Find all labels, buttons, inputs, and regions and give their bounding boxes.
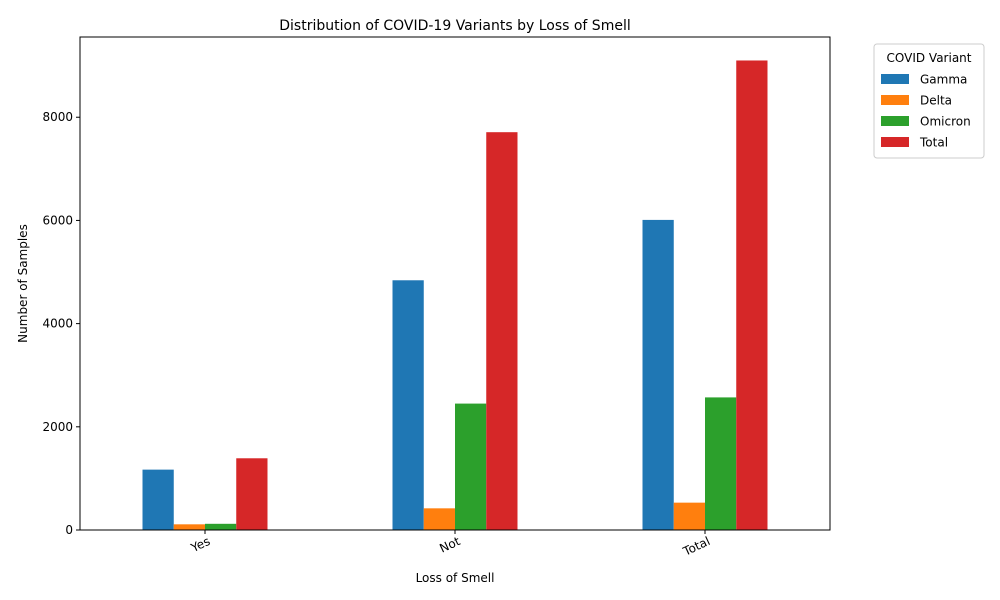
bar-omicron-total	[705, 397, 737, 530]
legend-swatch-omicron	[881, 116, 909, 126]
y-tick-label: 0	[65, 523, 73, 537]
legend-title: COVID Variant	[887, 51, 972, 65]
legend: COVID Variant Gamma Delta Omicron Total	[873, 43, 985, 159]
legend-label-delta: Delta	[920, 94, 952, 108]
bar-omicron-not	[455, 403, 487, 530]
x-tick-label: Not	[437, 534, 462, 556]
legend-label-omicron: Omicron	[920, 115, 971, 129]
x-tick-label: Yes	[188, 534, 212, 555]
x-tick-label: Total	[680, 534, 712, 559]
legend-label-gamma: Gamma	[920, 73, 967, 87]
bar-gamma-yes	[142, 469, 174, 530]
y-tick-label: 4000	[42, 317, 73, 331]
plot-frame	[79, 36, 831, 531]
bar-delta-total	[673, 502, 705, 530]
y-tick-label: 8000	[42, 110, 73, 124]
y-tick-label: 2000	[42, 420, 73, 434]
bar-delta-not	[423, 508, 455, 530]
legend-label-total: Total	[919, 136, 948, 150]
legend-box	[873, 43, 985, 159]
plot-area: 0 2000 4000 6000 8000 Yes Not Total	[42, 60, 768, 559]
bar-gamma-total	[642, 219, 674, 530]
bar-gamma-not	[392, 280, 424, 530]
legend-swatch-total	[881, 137, 909, 147]
bar-delta-yes	[173, 524, 205, 530]
bar-total-not	[486, 132, 518, 530]
bar-omicron-yes	[205, 523, 237, 530]
x-axis-label: Loss of Smell	[416, 571, 495, 585]
legend-swatch-delta	[881, 95, 909, 105]
bar-total-yes	[236, 458, 268, 530]
y-axis-label: Number of Samples	[16, 224, 30, 343]
bar-total-total	[736, 60, 768, 530]
chart-title: Distribution of COVID-19 Variants by Los…	[279, 18, 630, 34]
y-tick-label: 6000	[42, 213, 73, 227]
legend-swatch-gamma	[881, 74, 909, 84]
